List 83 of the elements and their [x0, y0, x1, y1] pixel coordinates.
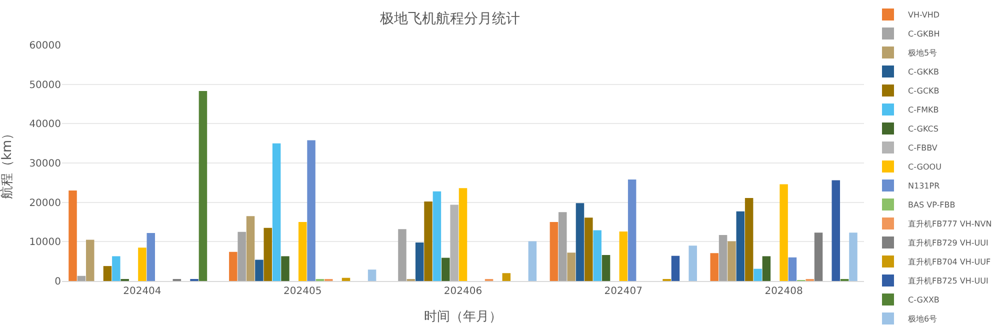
- legend-label: C-GKCS: [908, 124, 938, 134]
- legend-label: 直升机FB725 VH-UUI: [908, 276, 988, 286]
- bar: [619, 231, 628, 281]
- bar: [342, 278, 350, 281]
- bar: [307, 140, 316, 281]
- bar: [272, 143, 281, 281]
- bar: [86, 240, 94, 281]
- y-tick-label: 60000: [29, 40, 61, 52]
- legend-label: C-GXXB: [908, 296, 940, 305]
- bar: [567, 252, 576, 281]
- legend-label: C-FBBV: [908, 144, 938, 153]
- bar: [736, 211, 745, 281]
- bar: [762, 256, 771, 281]
- bar: [558, 212, 567, 281]
- bar: [281, 256, 290, 281]
- legend-label: 直升机FB704 VH-UUF: [908, 258, 991, 267]
- bar: [754, 268, 762, 281]
- bar: [238, 232, 246, 281]
- bar: [550, 222, 558, 281]
- bar: [528, 241, 537, 281]
- bar: [584, 218, 593, 281]
- legend-label: 极地5号: [907, 48, 938, 58]
- legend-label: C-FMKB: [908, 106, 939, 115]
- x-tick-label: 202407: [604, 286, 642, 297]
- bar: [628, 180, 636, 281]
- bar: [146, 233, 155, 281]
- y-tick-label: 0: [54, 276, 61, 288]
- bar: [450, 204, 458, 281]
- bar: [849, 232, 858, 281]
- legend-label: C-GOOU: [908, 162, 942, 172]
- bar: [103, 266, 112, 281]
- bar: [77, 276, 86, 281]
- legend-label: 极地6号: [907, 314, 938, 324]
- bar: [198, 91, 208, 281]
- bar: [264, 228, 272, 281]
- bar: [442, 258, 450, 281]
- legend-label: C-GKBH: [908, 30, 940, 39]
- bar: [415, 242, 424, 281]
- bar: [593, 230, 602, 281]
- bar: [688, 246, 697, 281]
- x-tick-label: 202404: [123, 286, 162, 297]
- y-tick-label: 40000: [29, 119, 61, 130]
- legend-label: 直升机FB777 VH-NVN: [908, 220, 992, 229]
- legend-label: BAS VP-FBB: [908, 200, 956, 210]
- bar: [780, 184, 788, 281]
- bar: [432, 191, 442, 281]
- x-tick-label: 202408: [764, 286, 803, 297]
- bar: [424, 202, 432, 281]
- legend-label: C-GKKB: [908, 68, 939, 77]
- y-tick-label: 50000: [29, 80, 61, 91]
- bar: [728, 241, 736, 281]
- chart-title: 极地飞机航程分月统计: [379, 11, 520, 28]
- bar: [68, 190, 77, 281]
- bar: [744, 198, 754, 281]
- legend-label: C-GCKB: [908, 86, 940, 96]
- bar: [502, 273, 511, 281]
- x-tick-label: 202405: [284, 286, 322, 297]
- bar: [246, 216, 255, 281]
- y-tick-label: 30000: [29, 158, 61, 170]
- y-tick-label: 10000: [29, 237, 61, 248]
- legend-label: VH-VHD: [908, 10, 940, 20]
- bar: [398, 229, 406, 281]
- bar: [255, 260, 264, 281]
- bar: [832, 180, 840, 281]
- bar: [671, 256, 680, 281]
- bar: [602, 255, 610, 281]
- y-axis-title: 航程（km）: [0, 126, 15, 200]
- bar: [788, 257, 797, 281]
- bar: [458, 188, 468, 281]
- bar: [298, 222, 307, 281]
- bar: [368, 270, 376, 281]
- legend-label: 直升机FB729 VH-UUI: [908, 238, 988, 248]
- bar: [112, 256, 120, 281]
- x-tick-label: 202406: [444, 286, 482, 297]
- bar: [576, 203, 584, 281]
- bar: [710, 253, 718, 281]
- x-axis-title: 时间（年月）: [424, 310, 502, 325]
- bar: [814, 232, 823, 281]
- legend-label: N131PR: [908, 182, 940, 191]
- bar: [718, 234, 728, 281]
- bar: [138, 248, 146, 281]
- y-tick-label: 20000: [29, 198, 61, 209]
- bar: [229, 252, 238, 281]
